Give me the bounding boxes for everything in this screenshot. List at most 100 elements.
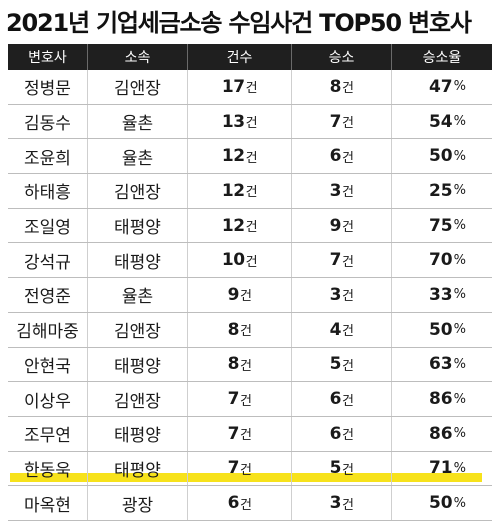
lawyer-ranking-table: 변호사 소속 건수 승소 승소율 정병문 김앤장 17 건 8 건 47% 김동수 율촌 13 건 7… bbox=[8, 44, 492, 521]
win-count-value: 3 bbox=[329, 284, 342, 305]
lawyer-name-value: 안현국 bbox=[24, 356, 71, 377]
case-count: 10 건 bbox=[188, 243, 292, 278]
table-row: 김해마중 김앤장 8 건 4 건 50% bbox=[8, 312, 492, 348]
win-rate: 71% bbox=[392, 452, 492, 486]
win-count-value: 3 bbox=[329, 493, 342, 514]
case-count-value: 7 bbox=[227, 389, 240, 410]
lawyer-name: 김동수 bbox=[8, 104, 88, 139]
firm-name-value: 율촌 bbox=[121, 287, 154, 308]
case-count-unit: 건 bbox=[245, 150, 258, 166]
firm-name: 율촌 bbox=[88, 104, 188, 139]
win-count-value: 6 bbox=[329, 389, 342, 410]
firm-name: 율촌 bbox=[88, 139, 188, 174]
win-count-unit: 건 bbox=[341, 393, 354, 409]
lawyer-name: 정병문 bbox=[8, 70, 88, 104]
win-count-unit: 건 bbox=[341, 254, 354, 270]
win-rate-unit: % bbox=[453, 79, 466, 95]
case-count-value: 12 bbox=[221, 215, 245, 236]
firm-name: 율촌 bbox=[88, 278, 188, 312]
page-title: 2021년 기업세금소송 수임사건 TOP50 변호사 bbox=[6, 9, 472, 37]
lawyer-name-value: 하태흥 bbox=[24, 183, 71, 204]
lawyer-name: 조윤희 bbox=[8, 139, 88, 174]
case-count-unit: 건 bbox=[245, 185, 258, 201]
table-body: 정병문 김앤장 17 건 8 건 47% 김동수 율촌 13 건 7 건 54% 조윤희 율촌 12 건 6 건 50%… bbox=[8, 70, 492, 521]
header-firm: 소속 bbox=[88, 44, 188, 70]
case-count-value: 12 bbox=[221, 180, 245, 201]
win-count-value: 9 bbox=[329, 215, 342, 236]
win-rate-value: 75 bbox=[428, 215, 453, 236]
firm-name-value: 태평양 bbox=[114, 252, 161, 273]
firm-name: 태평양 bbox=[88, 208, 188, 243]
win-count-value: 8 bbox=[329, 76, 342, 97]
win-rate-unit: % bbox=[453, 495, 466, 511]
lawyer-name: 한동욱 bbox=[8, 451, 88, 486]
win-rate: 54% bbox=[392, 105, 492, 139]
firm-name: 김앤장 bbox=[88, 174, 188, 208]
firm-name-value: 태평양 bbox=[114, 356, 161, 377]
win-count-unit: 건 bbox=[341, 185, 354, 201]
table-row: 한동욱 태평양 7 건 5 건 71% bbox=[8, 451, 492, 487]
win-count-value: 3 bbox=[329, 180, 342, 201]
firm-name: 김앤장 bbox=[88, 312, 188, 347]
firm-name-value: 광장 bbox=[121, 495, 154, 516]
table-row: 전영준 율촌 9 건 3 건 33% bbox=[8, 278, 492, 313]
table-row: 김동수 율촌 13 건 7 건 54% bbox=[8, 104, 492, 140]
win-rate-unit: % bbox=[453, 183, 466, 199]
lawyer-name: 마옥현 bbox=[8, 486, 88, 520]
win-rate: 63% bbox=[392, 348, 492, 382]
win-count-value: 6 bbox=[329, 423, 342, 444]
case-count: 12 건 bbox=[188, 208, 292, 243]
win-rate-unit: % bbox=[453, 322, 466, 338]
table-row: 정병문 김앤장 17 건 8 건 47% bbox=[8, 70, 492, 105]
win-rate-value: 50 bbox=[428, 319, 453, 340]
table-row: 안현국 태평양 8 건 5 건 63% bbox=[8, 347, 492, 383]
firm-name-value: 태평양 bbox=[114, 218, 161, 239]
lawyer-name-value: 한동욱 bbox=[24, 460, 71, 481]
case-count-unit: 건 bbox=[239, 462, 252, 478]
win-rate-value: 63 bbox=[428, 354, 453, 375]
win-rate-unit: % bbox=[453, 148, 466, 164]
header-cases: 건수 bbox=[188, 44, 292, 70]
win-rate-value: 25 bbox=[428, 180, 453, 201]
win-count-value: 5 bbox=[329, 458, 342, 479]
win-count-unit: 건 bbox=[341, 81, 354, 97]
case-count-unit: 건 bbox=[245, 254, 258, 270]
win-rate: 47% bbox=[392, 70, 492, 104]
lawyer-name: 안현국 bbox=[8, 347, 88, 382]
firm-name-value: 김앤장 bbox=[114, 391, 161, 412]
win-rate-unit: % bbox=[453, 356, 466, 372]
win-rate-value: 70 bbox=[428, 250, 453, 271]
lawyer-name-value: 김동수 bbox=[24, 114, 71, 135]
case-count: 17 건 bbox=[188, 70, 292, 104]
win-rate-value: 71 bbox=[428, 458, 453, 479]
case-count-value: 17 bbox=[221, 76, 245, 97]
win-rate: 50% bbox=[392, 139, 492, 173]
win-count-value: 5 bbox=[329, 354, 342, 375]
win-count-value: 7 bbox=[329, 250, 342, 271]
lawyer-name-value: 전영준 bbox=[24, 287, 71, 308]
win-count-unit: 건 bbox=[341, 497, 354, 513]
case-count-value: 8 bbox=[227, 354, 240, 375]
header-win-rate: 승소율 bbox=[422, 50, 462, 66]
case-count-unit: 건 bbox=[239, 358, 252, 374]
lawyer-name: 전영준 bbox=[8, 278, 88, 312]
firm-name: 김앤장 bbox=[88, 70, 188, 104]
case-count-unit: 건 bbox=[239, 289, 252, 305]
win-rate-value: 50 bbox=[428, 146, 453, 167]
row-highlight-marker bbox=[10, 473, 482, 483]
case-count-unit: 건 bbox=[245, 220, 258, 236]
firm-name-value: 태평양 bbox=[114, 460, 161, 481]
win-rate-unit: % bbox=[453, 218, 466, 234]
lawyer-name-value: 정병문 bbox=[24, 79, 71, 100]
win-rate: 75% bbox=[392, 209, 492, 243]
firm-name: 태평양 bbox=[88, 451, 188, 486]
case-count-value: 9 bbox=[227, 284, 240, 305]
